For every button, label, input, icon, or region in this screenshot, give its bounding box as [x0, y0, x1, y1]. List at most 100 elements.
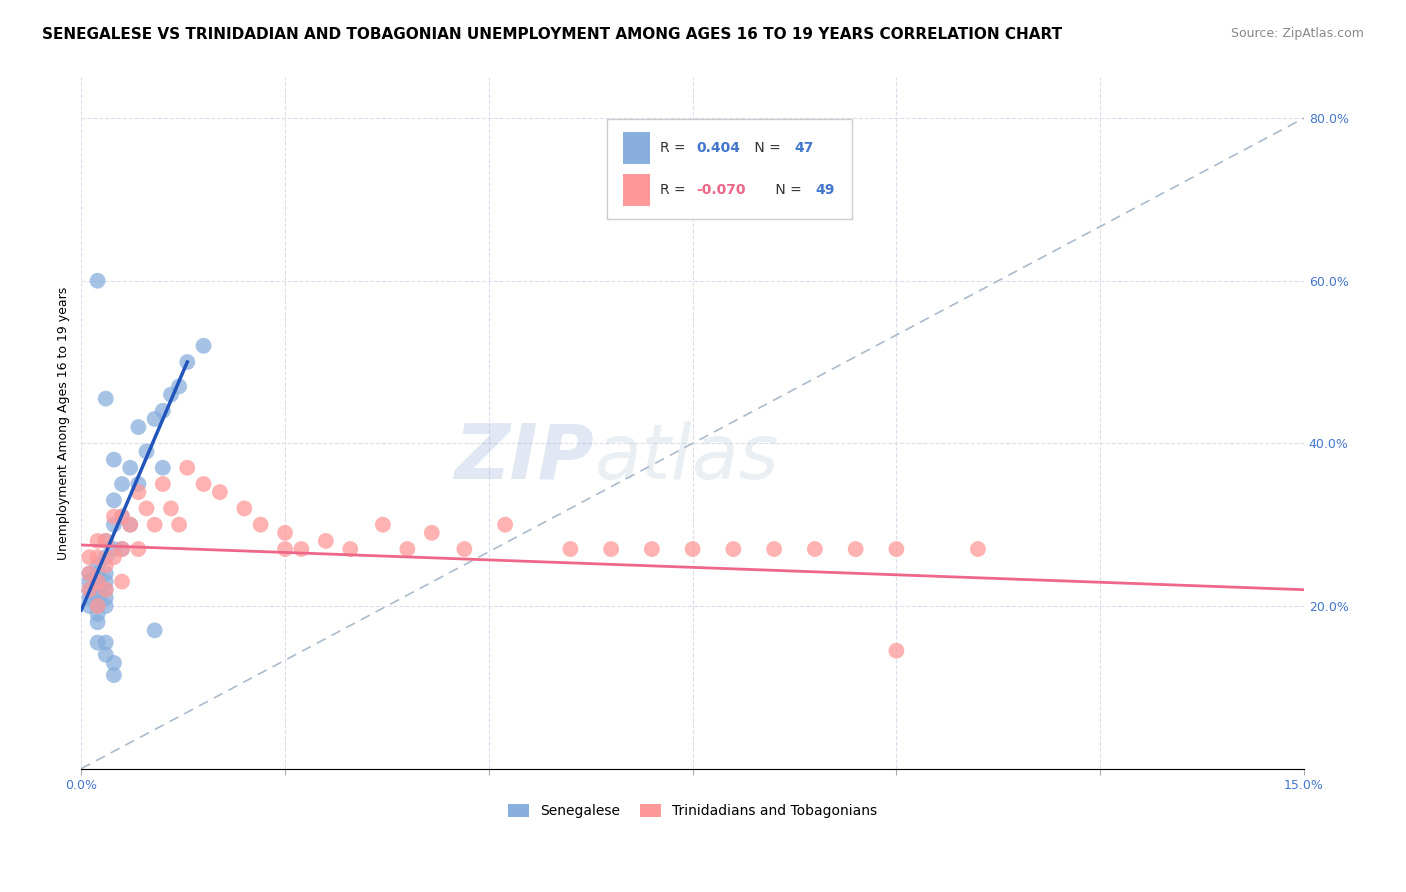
Point [967, 542, 990, 557]
Point [94, 591, 117, 605]
Point [103, 452, 125, 467]
Point [886, 643, 908, 657]
Point [420, 525, 443, 540]
Point [86, 599, 108, 613]
Point [152, 477, 174, 491]
Point [339, 542, 361, 557]
Point [160, 501, 183, 516]
Point [290, 542, 312, 557]
Point [86, 558, 108, 573]
Point [103, 509, 125, 524]
Point [120, 460, 142, 475]
Legend: Senegalese, Trinidadians and Tobagonians: Senegalese, Trinidadians and Tobagonians [502, 798, 883, 824]
Text: N =: N = [770, 183, 806, 197]
Point [135, 444, 157, 458]
Point [845, 542, 868, 557]
Point [886, 542, 908, 557]
Point [79, 582, 101, 597]
Point [120, 517, 142, 532]
Point [111, 509, 134, 524]
Text: 47: 47 [794, 141, 814, 155]
Point [600, 542, 623, 557]
Point [152, 460, 174, 475]
Point [127, 485, 149, 500]
Point [143, 517, 166, 532]
Text: R =: R = [659, 183, 689, 197]
Text: atlas: atlas [595, 421, 779, 494]
Point [804, 542, 827, 557]
Point [86, 274, 108, 288]
Point [103, 550, 125, 565]
Point [94, 533, 117, 548]
Point [249, 517, 271, 532]
Point [127, 420, 149, 434]
Point [135, 501, 157, 516]
Point [723, 542, 745, 557]
Point [176, 460, 198, 475]
Point [86, 550, 108, 565]
Point [86, 635, 108, 649]
Point [86, 607, 108, 621]
Point [86, 574, 108, 589]
Point [79, 566, 101, 581]
Point [453, 542, 475, 557]
Text: -0.070: -0.070 [696, 183, 745, 197]
FancyBboxPatch shape [607, 119, 852, 219]
Point [120, 517, 142, 532]
Text: R =: R = [659, 141, 689, 155]
Point [94, 550, 117, 565]
Point [103, 493, 125, 508]
Point [560, 542, 582, 557]
Point [103, 542, 125, 557]
Text: N =: N = [749, 141, 785, 155]
Point [167, 517, 190, 532]
Point [94, 566, 117, 581]
Point [94, 558, 117, 573]
Point [315, 533, 337, 548]
Text: ZIP: ZIP [456, 421, 595, 494]
Point [86, 582, 108, 597]
Point [682, 542, 704, 557]
Point [111, 477, 134, 491]
Point [94, 599, 117, 613]
Point [127, 542, 149, 557]
Bar [623, 175, 650, 205]
Point [103, 656, 125, 670]
Point [86, 615, 108, 630]
Point [494, 517, 516, 532]
Point [86, 574, 108, 589]
Point [143, 624, 166, 638]
Bar [623, 133, 650, 163]
Point [111, 574, 134, 589]
Point [79, 550, 101, 565]
Point [160, 387, 183, 401]
Point [274, 525, 297, 540]
Point [103, 517, 125, 532]
Point [274, 542, 297, 557]
Point [233, 501, 256, 516]
Point [103, 668, 125, 682]
Text: Source: ZipAtlas.com: Source: ZipAtlas.com [1230, 27, 1364, 40]
Y-axis label: Unemployment Among Ages 16 to 19 years: Unemployment Among Ages 16 to 19 years [58, 286, 70, 559]
Point [208, 485, 231, 500]
Text: 0.404: 0.404 [696, 141, 741, 155]
Point [79, 599, 101, 613]
Point [111, 509, 134, 524]
Point [152, 404, 174, 418]
Point [396, 542, 419, 557]
Point [79, 566, 101, 581]
Point [79, 582, 101, 597]
Point [94, 533, 117, 548]
Point [94, 582, 117, 597]
Point [371, 517, 394, 532]
Point [86, 591, 108, 605]
Point [143, 412, 166, 426]
Point [641, 542, 664, 557]
Point [86, 566, 108, 581]
Point [94, 582, 117, 597]
Point [193, 339, 215, 353]
Point [111, 542, 134, 557]
Point [127, 477, 149, 491]
Point [176, 355, 198, 369]
Point [94, 648, 117, 662]
